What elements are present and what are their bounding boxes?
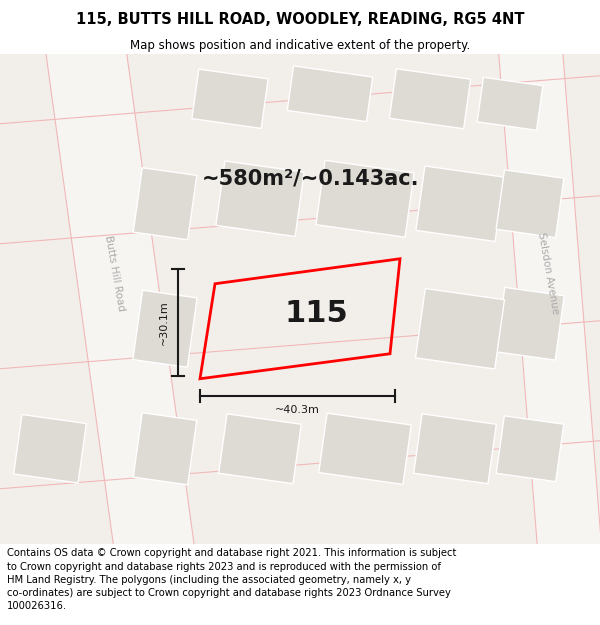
Polygon shape	[319, 413, 411, 484]
Polygon shape	[216, 161, 304, 236]
Polygon shape	[496, 288, 564, 360]
Polygon shape	[46, 38, 194, 559]
Polygon shape	[287, 66, 373, 122]
Text: Butts Hill Road: Butts Hill Road	[103, 235, 127, 312]
Text: 115, BUTTS HILL ROAD, WOODLEY, READING, RG5 4NT: 115, BUTTS HILL ROAD, WOODLEY, READING, …	[76, 12, 524, 27]
Polygon shape	[413, 414, 496, 484]
Polygon shape	[0, 54, 600, 544]
Polygon shape	[389, 69, 470, 129]
Polygon shape	[416, 289, 505, 369]
Polygon shape	[133, 290, 197, 368]
Text: Map shows position and indicative extent of the property.: Map shows position and indicative extent…	[130, 39, 470, 52]
Text: Contains OS data © Crown copyright and database right 2021. This information is : Contains OS data © Crown copyright and d…	[7, 548, 457, 611]
Polygon shape	[14, 414, 86, 483]
Polygon shape	[496, 170, 564, 238]
Polygon shape	[192, 69, 268, 128]
Polygon shape	[416, 166, 504, 241]
Polygon shape	[133, 412, 197, 485]
Polygon shape	[477, 78, 543, 130]
Text: 115: 115	[284, 299, 348, 328]
Text: ~30.1m: ~30.1m	[159, 300, 169, 344]
Text: ~40.3m: ~40.3m	[275, 405, 320, 415]
Text: ~580m²/~0.143ac.: ~580m²/~0.143ac.	[201, 169, 419, 189]
Polygon shape	[497, 41, 600, 556]
Polygon shape	[218, 414, 301, 484]
Polygon shape	[496, 416, 564, 482]
Text: Selsdon Avenue: Selsdon Avenue	[536, 232, 560, 316]
Polygon shape	[133, 168, 197, 240]
Polygon shape	[316, 160, 414, 238]
